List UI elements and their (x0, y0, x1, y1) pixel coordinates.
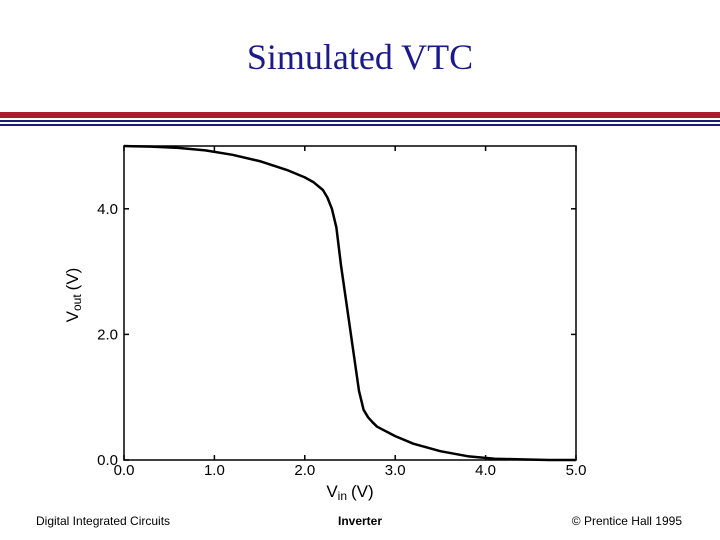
header-rule-blue-1 (0, 120, 720, 122)
x-axis-ticks: 0.0 1.0 2.0 3.0 4.0 5.0 (114, 146, 587, 479)
x-axis-label-var: V (326, 482, 338, 501)
y-axis-label-var: V (63, 310, 82, 322)
x-tick-label: 2.0 (294, 462, 315, 479)
header-rule-blue-2 (0, 124, 720, 126)
x-axis-label-unit: (V) (351, 482, 374, 501)
plot-frame (123, 145, 577, 461)
y-axis-ticks: 0.0 2.0 4.0 (97, 201, 576, 469)
y-tick-label: 2.0 (97, 326, 118, 343)
footer-course: Digital Integrated Circuits (36, 514, 171, 528)
y-axis-label-unit: (V) (63, 268, 82, 291)
y-axis-label: Vout (V) (63, 268, 84, 323)
x-tick-label: 0.0 (114, 462, 135, 479)
page-title: Simulated VTC (246, 37, 474, 77)
header-rule-red (0, 112, 720, 118)
y-tick-label: 4.0 (97, 201, 118, 218)
x-axis-label: Vin (V) (326, 482, 373, 503)
footer-copyright: © Prentice Hall 1995 (571, 514, 682, 528)
y-tick-label: 0.0 (97, 452, 118, 469)
series-line-vout (123, 144, 576, 462)
x-tick-label: 4.0 (475, 462, 496, 479)
x-axis-label-sub: in (338, 489, 347, 503)
footer-topic: Inverter (337, 514, 383, 528)
x-tick-label: 3.0 (385, 462, 406, 479)
x-tick-label: 1.0 (204, 462, 225, 479)
x-tick-label: 5.0 (566, 462, 587, 479)
y-axis-label-sub: out (70, 294, 84, 311)
